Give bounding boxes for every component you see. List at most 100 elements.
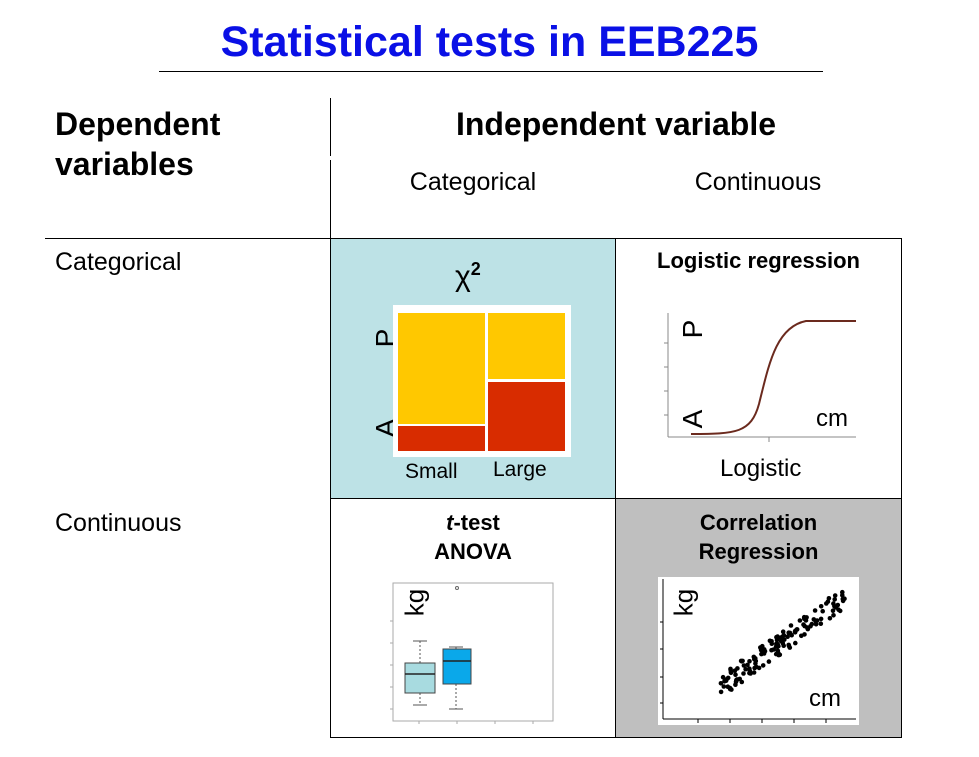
scatter-point bbox=[777, 652, 783, 658]
independent-variable-header: Independent variable bbox=[455, 106, 777, 142]
scatter-point bbox=[779, 634, 785, 640]
scatter-point bbox=[733, 682, 738, 687]
cell-ttest-anova: t-test ANOVA kg bbox=[330, 498, 616, 738]
column-header-continuous: Continuous bbox=[694, 168, 822, 196]
dependent-variables-header: Dependent variables bbox=[55, 106, 221, 182]
scatter-point bbox=[813, 621, 819, 627]
scatter-point bbox=[747, 659, 752, 664]
scatter-point bbox=[780, 629, 786, 634]
scatter-point bbox=[818, 621, 824, 626]
mosaic-small-absent bbox=[398, 426, 485, 451]
scatter-point bbox=[801, 622, 806, 627]
scatter-point bbox=[809, 621, 815, 627]
scatter-point bbox=[775, 648, 781, 653]
scatter-point bbox=[734, 677, 740, 682]
logistic-x-unit: cm bbox=[816, 405, 848, 432]
anova-title: ANOVA bbox=[434, 539, 512, 564]
cell-correlation-regression: Correlation Regression kg cm bbox=[615, 498, 902, 738]
logistic-regression-title: Logistic regression bbox=[657, 248, 860, 273]
header-divider-top bbox=[330, 98, 331, 156]
scatter-point bbox=[797, 618, 803, 623]
scatter-point bbox=[721, 684, 727, 689]
scatter-point bbox=[720, 674, 726, 680]
scatter-point bbox=[827, 616, 833, 621]
scatter-point bbox=[811, 617, 817, 622]
scatter-point bbox=[735, 666, 740, 671]
page-title: Statistical tests in EEB225 bbox=[220, 18, 759, 66]
scatter-point bbox=[745, 662, 750, 668]
title-underline bbox=[159, 71, 823, 72]
row-label-continuous: Continuous bbox=[55, 509, 182, 537]
scatter-point bbox=[738, 658, 744, 664]
scatter-point bbox=[718, 681, 724, 686]
chi-x-label-small: Small bbox=[405, 460, 458, 483]
chi-x-label-large: Large bbox=[493, 458, 547, 481]
scatter-point bbox=[722, 679, 727, 684]
scatter-point bbox=[741, 663, 747, 668]
scatter-point bbox=[824, 601, 829, 606]
correlation-title: Correlation bbox=[699, 510, 818, 535]
scatter-point bbox=[728, 670, 734, 675]
correlation-y-unit: kg bbox=[668, 588, 699, 617]
scatter-point bbox=[743, 666, 748, 672]
scatter-point bbox=[752, 665, 757, 671]
mosaic-large-absent bbox=[488, 382, 565, 451]
logistic-curve bbox=[690, 320, 856, 435]
scatter-point bbox=[760, 650, 765, 655]
scatter-point bbox=[793, 640, 798, 646]
scatter-point bbox=[818, 616, 824, 622]
scatter-point bbox=[794, 627, 799, 632]
scatter-point bbox=[812, 608, 818, 613]
scatter-point bbox=[767, 638, 773, 644]
scatter-point bbox=[751, 670, 757, 675]
scatter-point bbox=[818, 604, 824, 609]
box-group-1 bbox=[404, 662, 436, 694]
scatter-point bbox=[753, 661, 758, 666]
scatter-point bbox=[804, 615, 809, 620]
scatter-point bbox=[835, 602, 841, 608]
scatter-point bbox=[781, 643, 786, 648]
cell-chi-square: χ2 P A Small Large bbox=[330, 238, 616, 499]
scatter-point bbox=[756, 665, 762, 671]
ttest-y-unit: kg bbox=[399, 588, 430, 617]
regression-title: Regression bbox=[698, 539, 819, 564]
scatter-point bbox=[785, 634, 790, 639]
scatter-point bbox=[788, 623, 794, 628]
box-group-2 bbox=[442, 648, 472, 685]
scatter-point bbox=[832, 597, 837, 602]
scatter-point bbox=[718, 689, 724, 695]
scatter-point bbox=[760, 663, 766, 668]
scatter-point bbox=[725, 684, 731, 689]
scatter-point bbox=[799, 633, 804, 639]
mosaic-plot bbox=[393, 305, 571, 457]
scatter-point bbox=[776, 643, 781, 649]
scatter-point bbox=[840, 593, 845, 598]
scatter-point bbox=[741, 671, 746, 676]
header-divider-bottom bbox=[330, 160, 331, 239]
mosaic-small-present bbox=[398, 313, 485, 424]
correlation-x-unit: cm bbox=[809, 685, 841, 712]
logistic-caption: Logistic bbox=[720, 455, 802, 482]
scatter-point bbox=[787, 645, 793, 650]
scatter-point bbox=[832, 593, 838, 598]
scatter-plot bbox=[658, 577, 859, 725]
scatter-point bbox=[826, 596, 832, 601]
chi-square-symbol: χ2 bbox=[455, 259, 481, 293]
scatter-point bbox=[774, 634, 779, 640]
scatter-point bbox=[786, 630, 791, 635]
scatter-point bbox=[766, 659, 772, 664]
cell-logistic-regression: Logistic regression P A cm Logistic bbox=[615, 238, 902, 499]
scatter-point bbox=[831, 613, 836, 618]
ttest-title: t-test bbox=[446, 510, 500, 535]
scatter-point bbox=[769, 647, 774, 653]
scatter-point bbox=[733, 672, 738, 677]
mosaic-large-present bbox=[488, 313, 565, 379]
boxplot bbox=[390, 582, 554, 724]
scatter-point bbox=[753, 656, 758, 661]
scatter-point bbox=[747, 666, 752, 671]
scatter-point bbox=[840, 598, 846, 604]
column-header-categorical: Categorical bbox=[409, 168, 537, 196]
scatter-point bbox=[820, 608, 825, 614]
header-rule bbox=[45, 238, 331, 239]
scatter-point bbox=[830, 608, 836, 613]
